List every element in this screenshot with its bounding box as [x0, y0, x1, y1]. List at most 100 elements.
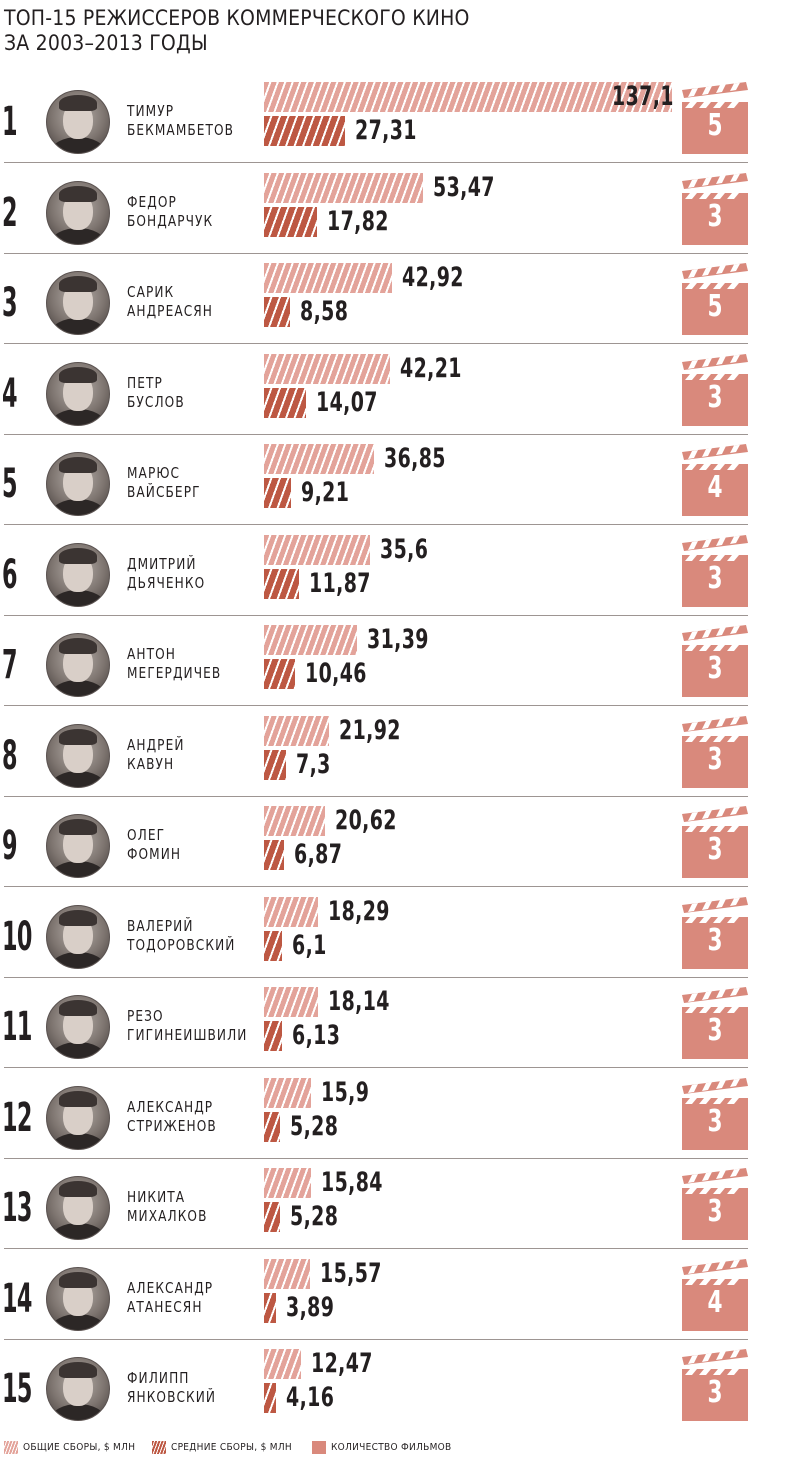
clapperboard-icon [682, 897, 748, 969]
film-count: 4 [707, 1285, 723, 1320]
total-gross-value: 18,14 [328, 986, 390, 1017]
row-divider [4, 524, 748, 525]
average-gross-value: 5,28 [290, 1201, 339, 1232]
rank-number: 3 [2, 280, 18, 326]
average-gross-value: 3,89 [286, 1292, 335, 1323]
total-gross-bar [264, 82, 672, 112]
rank-number: 8 [2, 733, 18, 779]
film-count: 5 [707, 108, 723, 143]
clapperboard-icon [682, 1168, 748, 1240]
director-last-name: АТАНЕСЯН [127, 1298, 203, 1316]
director-last-name: МИХАЛКОВ [127, 1207, 208, 1225]
director-row: 8 АНДРЕЙ КАВУН 21,92 7,3 3 [0, 715, 796, 806]
average-gross-bar [264, 750, 286, 780]
clapperboard-icon [682, 535, 748, 607]
director-photo [46, 1086, 110, 1150]
average-gross-value: 5,28 [290, 1111, 339, 1142]
total-gross-value: 15,57 [320, 1258, 382, 1289]
film-count: 3 [707, 199, 723, 234]
director-photo [46, 452, 110, 516]
director-photo [46, 181, 110, 245]
average-gross-bar [264, 840, 284, 870]
rank-number: 4 [2, 371, 18, 417]
row-divider [4, 162, 748, 163]
director-photo [46, 1357, 110, 1421]
row-divider [4, 1248, 748, 1249]
director-first-name: ОЛЕГ [127, 826, 166, 844]
row-divider [4, 886, 748, 887]
chart-title-line-1: ТОП-15 РЕЖИССЕРОВ КОММЕРЧЕСКОГО КИНО [4, 6, 470, 30]
average-gross-value: 10,46 [305, 658, 367, 689]
rank-number: 14 [2, 1276, 32, 1322]
average-gross-value: 27,31 [355, 115, 417, 146]
film-count: 3 [707, 651, 723, 686]
director-row: 1 ТИМУР БЕКМАМБЕТОВ 137,1 27,31 5 [0, 81, 796, 172]
row-divider [4, 253, 748, 254]
rank-number: 10 [2, 914, 32, 960]
average-gross-value: 6,87 [294, 839, 343, 870]
average-gross-bar [264, 931, 282, 961]
film-count-clapperboard: 3 [680, 897, 750, 969]
director-first-name: ФЕДОР [127, 193, 177, 211]
director-last-name: КАВУН [127, 755, 175, 773]
total-gross-value: 20,62 [335, 805, 397, 836]
row-divider [4, 977, 748, 978]
director-last-name: БУСЛОВ [127, 393, 185, 411]
legend-swatch-avg [152, 1441, 166, 1454]
total-gross-bar [264, 1078, 311, 1108]
total-gross-value: 53,47 [433, 172, 495, 203]
film-count: 3 [707, 1013, 723, 1048]
director-first-name: ФИЛИПП [127, 1369, 190, 1387]
director-first-name: ДМИТРИЙ [127, 555, 197, 573]
film-count-clapperboard: 3 [680, 1349, 750, 1421]
row-divider [4, 1067, 748, 1068]
director-last-name: БЕКМАМБЕТОВ [127, 121, 235, 139]
director-first-name: НИКИТА [127, 1188, 186, 1206]
film-count-clapperboard: 5 [680, 82, 750, 154]
film-count: 3 [707, 742, 723, 777]
legend: ОБЩИЕ СБОРЫ, $ МЛН СРЕДНИЕ СБОРЫ, $ МЛН … [4, 1438, 764, 1458]
director-first-name: ПЕТР [127, 374, 163, 392]
film-count: 3 [707, 832, 723, 867]
film-count-clapperboard: 4 [680, 1259, 750, 1331]
rank-number: 13 [2, 1185, 32, 1231]
total-gross-value: 35,6 [380, 534, 429, 565]
rank-number: 15 [2, 1366, 32, 1412]
film-count: 5 [707, 289, 723, 324]
clapperboard-icon [682, 1259, 748, 1331]
director-first-name: АЛЕКСАНДР [127, 1098, 214, 1116]
director-last-name: ЯНКОВСКИЙ [127, 1388, 217, 1406]
director-row: 11 РЕЗО ГИГИНЕИШВИЛИ 18,14 6,13 3 [0, 986, 796, 1077]
director-row: 5 МАРЮС ВАЙСБЕРГ 36,85 9,21 4 [0, 443, 796, 534]
director-photo [46, 1176, 110, 1240]
total-gross-bar [264, 263, 392, 293]
film-count-clapperboard: 3 [680, 1168, 750, 1240]
row-divider [4, 705, 748, 706]
director-photo [46, 633, 110, 697]
total-gross-bar [264, 173, 423, 203]
clapperboard-icon [682, 625, 748, 697]
total-gross-bar [264, 897, 318, 927]
chart-title: ТОП-15 РЕЖИССЕРОВ КОММЕРЧЕСКОГО КИНО ЗА … [4, 6, 564, 56]
average-gross-value: 17,82 [327, 206, 389, 237]
clapperboard-icon [312, 1441, 326, 1454]
director-name: АЛЕКСАНДР СТРИЖЕНОВ [127, 1098, 217, 1136]
clapperboard-icon [682, 1349, 748, 1421]
director-photo [46, 271, 110, 335]
rank-number: 5 [2, 461, 18, 507]
row-divider [4, 1158, 748, 1159]
director-first-name: РЕЗО [127, 1007, 164, 1025]
average-gross-bar [264, 1383, 276, 1413]
director-name: РЕЗО ГИГИНЕИШВИЛИ [127, 1007, 247, 1045]
total-gross-value: 15,84 [321, 1167, 383, 1198]
director-photo [46, 1267, 110, 1331]
total-gross-bar [264, 1349, 301, 1379]
film-count: 3 [707, 1104, 723, 1139]
film-count-clapperboard: 3 [680, 987, 750, 1059]
director-name: ТИМУР БЕКМАМБЕТОВ [127, 102, 234, 140]
total-gross-bar [264, 1168, 311, 1198]
legend-label-total: ОБЩИЕ СБОРЫ, $ МЛН [23, 1442, 136, 1453]
average-gross-value: 14,07 [316, 387, 378, 418]
average-gross-value: 8,58 [300, 296, 349, 327]
